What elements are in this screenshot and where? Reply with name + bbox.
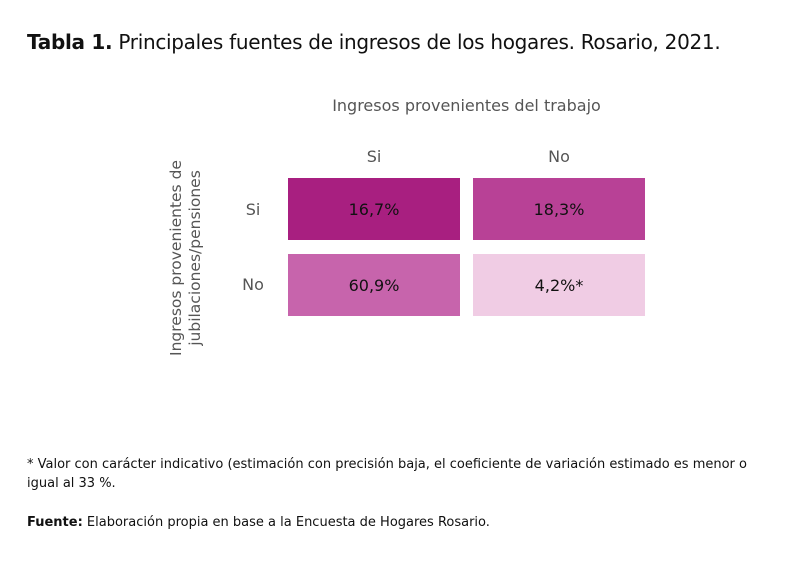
- row-title: Ingresos provenientes de jubilaciones/pe…: [167, 138, 205, 378]
- footnote: * Valor con carácter indicativo (estimac…: [27, 457, 747, 491]
- cell-si-si: 16,7%: [288, 178, 460, 240]
- table-title: Tabla 1. Principales fuentes de ingresos…: [27, 30, 721, 54]
- source-label: Fuente:: [27, 515, 83, 530]
- row-title-line2: jubilaciones/pensiones: [186, 170, 204, 346]
- row-title-line1: Ingresos provenientes de: [167, 160, 185, 356]
- row-header-no: No: [242, 275, 264, 294]
- column-title: Ingresos provenientes del trabajo: [332, 96, 601, 115]
- row-header-si: Si: [245, 200, 261, 219]
- source-text: Elaboración propia en base a la Encuesta…: [82, 515, 490, 530]
- cell-si-no: 18,3%: [473, 178, 645, 240]
- column-header-si: Si: [366, 147, 382, 166]
- cell-no-si: 60,9%: [288, 254, 460, 316]
- column-header-no: No: [548, 147, 570, 166]
- title-text: Principales fuentes de ingresos de los h…: [112, 30, 721, 54]
- title-prefix: Tabla 1.: [27, 30, 113, 54]
- source: Fuente: Elaboración propia en base a la …: [27, 515, 490, 530]
- cell-no-no: 4,2%*: [473, 254, 645, 316]
